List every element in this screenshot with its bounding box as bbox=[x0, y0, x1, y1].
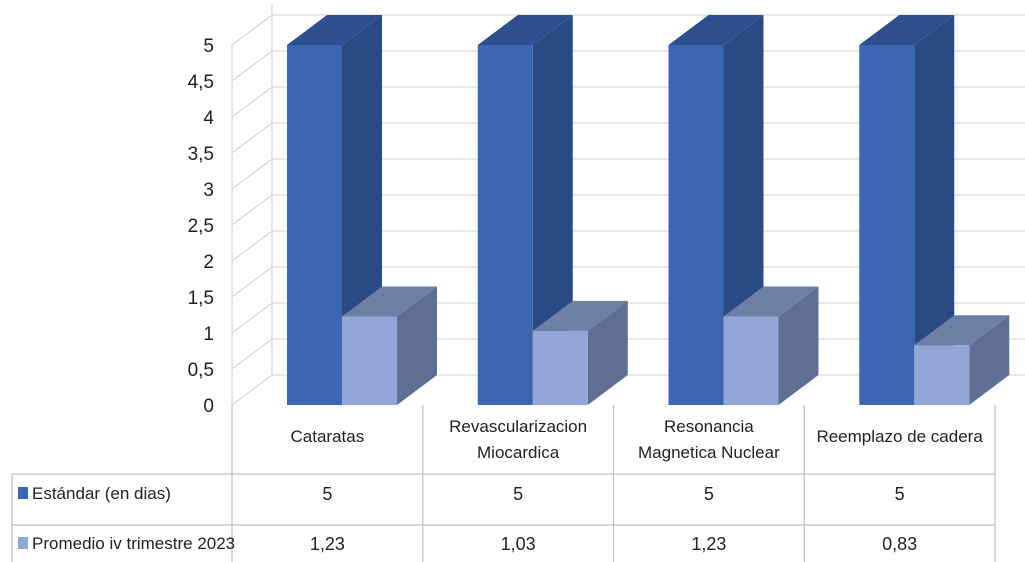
legend-label: Promedio iv trimestre 2023 bbox=[32, 534, 235, 553]
bar bbox=[914, 315, 1010, 405]
data-label: 0,83 bbox=[882, 534, 917, 554]
bar-front bbox=[914, 345, 970, 405]
y-tick-label: 2 bbox=[203, 252, 214, 273]
bar-front bbox=[477, 45, 533, 405]
data-label: 5 bbox=[513, 484, 523, 504]
data-label: 1,23 bbox=[310, 534, 345, 554]
bar-front bbox=[859, 45, 915, 405]
y-tick-label: 0,5 bbox=[188, 360, 214, 381]
gridline-depth bbox=[231, 302, 273, 334]
gridline-depth bbox=[231, 86, 273, 118]
y-tick-label: 4,5 bbox=[188, 72, 214, 93]
legend-label: Estándar (en dias) bbox=[32, 484, 171, 503]
bar bbox=[723, 286, 819, 405]
gridline-depth bbox=[231, 230, 273, 262]
y-tick-label: 3 bbox=[203, 180, 214, 201]
bar-top bbox=[859, 15, 955, 45]
bar-side bbox=[914, 15, 955, 405]
bar-top bbox=[287, 15, 382, 45]
y-tick-label: 1,5 bbox=[188, 288, 214, 309]
bar bbox=[859, 15, 955, 405]
y-tick-label: 3,5 bbox=[188, 144, 214, 165]
bar-side bbox=[397, 286, 437, 405]
bar-front bbox=[723, 316, 779, 405]
y-tick-label: 2,5 bbox=[188, 216, 214, 237]
gridline-depth bbox=[231, 338, 273, 370]
bar-top bbox=[342, 286, 437, 317]
gridline-depth bbox=[231, 266, 273, 298]
data-table: Cataratas Revascularizacion Miocardica Reso… bbox=[11, 405, 996, 562]
bar bbox=[477, 15, 573, 405]
bar-front bbox=[668, 45, 724, 405]
bar-front bbox=[287, 45, 342, 405]
bar-top bbox=[668, 15, 764, 45]
bars bbox=[287, 15, 1010, 405]
bar-front bbox=[532, 330, 588, 405]
bar-side bbox=[532, 15, 573, 405]
data-label: 5 bbox=[895, 484, 905, 504]
gridline-depth bbox=[231, 14, 273, 46]
gridline-depth bbox=[231, 122, 273, 154]
bar-top bbox=[914, 315, 1010, 346]
gridline-depth bbox=[231, 50, 273, 82]
x-category-label: Reemplazo de cadera bbox=[816, 427, 983, 446]
bar bbox=[342, 286, 437, 405]
gridline-depth bbox=[231, 158, 273, 190]
bar bbox=[532, 300, 628, 405]
gridline-depth bbox=[231, 374, 273, 406]
bar-side bbox=[587, 300, 628, 405]
y-axis: 0 0,5 1 1,5 2 2,5 3 3,5 4 4,5 5 bbox=[188, 36, 215, 417]
data-label: 5 bbox=[322, 484, 332, 504]
bar-side bbox=[778, 286, 819, 405]
x-category-label: Cataratas bbox=[291, 427, 365, 446]
data-label: 5 bbox=[704, 484, 714, 504]
y-tick-label: 5 bbox=[203, 36, 214, 57]
bar-top bbox=[477, 15, 573, 45]
y-tick-label: 4 bbox=[203, 108, 214, 129]
legend-swatch bbox=[18, 487, 28, 499]
x-category-label: Resonancia bbox=[664, 417, 754, 436]
bar-top bbox=[723, 286, 819, 317]
y-tick-label: 0 bbox=[203, 396, 214, 417]
legend-swatch bbox=[18, 537, 28, 549]
x-category-label: Revascularizacion bbox=[449, 417, 587, 436]
bar-front bbox=[342, 316, 397, 405]
gridline-depth bbox=[231, 194, 273, 226]
bar-side bbox=[969, 315, 1010, 405]
x-category-label: Miocardica bbox=[477, 443, 560, 462]
data-label: 1,03 bbox=[501, 534, 536, 554]
y-tick-label: 1 bbox=[203, 324, 214, 345]
x-category-label: Magnetica Nuclear bbox=[638, 443, 780, 462]
data-label: 1,23 bbox=[691, 534, 726, 554]
bar-top bbox=[532, 300, 628, 331]
